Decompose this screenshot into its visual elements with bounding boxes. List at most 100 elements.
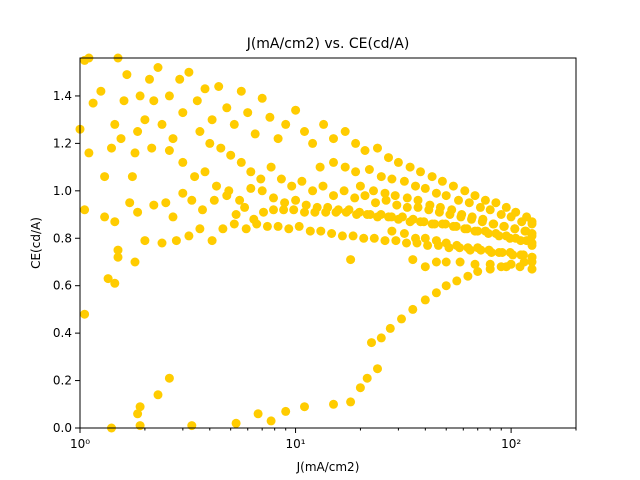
data-point (316, 226, 326, 236)
data-point (402, 193, 412, 203)
data-point (355, 207, 364, 217)
data-point (397, 314, 406, 324)
data-point (425, 200, 435, 210)
data-point (491, 198, 501, 208)
data-point (527, 231, 537, 241)
data-point (259, 207, 268, 217)
data-point (448, 181, 458, 191)
data-point (205, 138, 215, 148)
data-point (229, 219, 239, 229)
data-point (470, 191, 480, 201)
data-point (494, 231, 504, 241)
data-point (253, 409, 263, 419)
data-point (496, 262, 506, 272)
y-tick-label: 1.4 (53, 89, 72, 103)
data-point (135, 421, 145, 431)
data-point (140, 115, 150, 125)
data-point (212, 181, 221, 191)
data-point (416, 167, 425, 177)
data-point (427, 172, 437, 182)
data-point (184, 67, 194, 77)
data-point (192, 96, 202, 106)
data-point (224, 186, 234, 196)
data-point (516, 250, 526, 260)
data-point (380, 188, 390, 198)
data-point (153, 63, 163, 72)
data-point (130, 257, 140, 267)
data-point (135, 402, 145, 412)
data-point (419, 217, 429, 227)
chart-title: J(mA/cm2) vs. CE(cd/A) (246, 36, 410, 52)
data-point (110, 278, 120, 288)
data-point (405, 162, 415, 172)
data-point (340, 162, 350, 172)
data-point (351, 138, 361, 148)
data-point (287, 181, 297, 191)
data-point (198, 205, 207, 215)
data-point (133, 127, 143, 136)
data-point (250, 129, 260, 139)
data-point (367, 338, 376, 348)
data-point (420, 295, 430, 305)
data-point (168, 212, 178, 222)
data-point (207, 236, 217, 246)
data-point (200, 167, 210, 177)
data-point (380, 236, 390, 246)
data-point (527, 219, 537, 229)
data-point (113, 252, 123, 262)
data-point (430, 219, 440, 229)
data-point (107, 143, 116, 153)
data-point (222, 103, 232, 113)
data-point (153, 390, 163, 400)
data-point (348, 231, 358, 241)
data-point (246, 167, 256, 177)
data-point (301, 200, 311, 210)
data-point (506, 259, 516, 269)
plot-frame (79, 57, 577, 429)
data-point (257, 186, 267, 196)
data-point (281, 406, 291, 416)
data-point (408, 304, 418, 314)
data-point (485, 264, 495, 274)
x-tick-label: 10¹ (286, 437, 306, 451)
data-point (187, 421, 197, 431)
data-point (399, 176, 409, 186)
data-point (291, 195, 301, 205)
data-point (408, 214, 418, 224)
data-point (149, 96, 159, 106)
data-point (376, 172, 386, 182)
data-point (499, 221, 509, 231)
data-point (149, 200, 159, 210)
data-point (280, 198, 290, 208)
data-point (475, 202, 485, 212)
data-point (127, 172, 137, 182)
data-point (470, 259, 480, 269)
data-point (457, 210, 467, 219)
data-point (521, 226, 531, 236)
data-point (291, 105, 301, 115)
data-point (369, 186, 378, 196)
data-point (333, 205, 343, 215)
y-tick-label: 0.6 (53, 279, 72, 293)
data-point (84, 148, 94, 158)
data-point (393, 157, 403, 167)
data-point (273, 221, 283, 231)
data-point (252, 219, 262, 229)
data-point (411, 181, 420, 191)
data-point (346, 397, 356, 407)
data-point (516, 236, 526, 246)
data-point (351, 167, 361, 177)
data-point (226, 150, 236, 160)
data-point (273, 134, 283, 144)
data-point (441, 257, 451, 267)
data-point (467, 212, 477, 222)
data-point (195, 224, 205, 234)
data-point (391, 236, 401, 246)
data-point (387, 212, 397, 222)
data-point (157, 119, 167, 129)
data-point (262, 221, 272, 231)
data-point (308, 138, 318, 148)
data-point (80, 205, 90, 215)
data-point (265, 112, 275, 122)
data-point (305, 226, 315, 236)
